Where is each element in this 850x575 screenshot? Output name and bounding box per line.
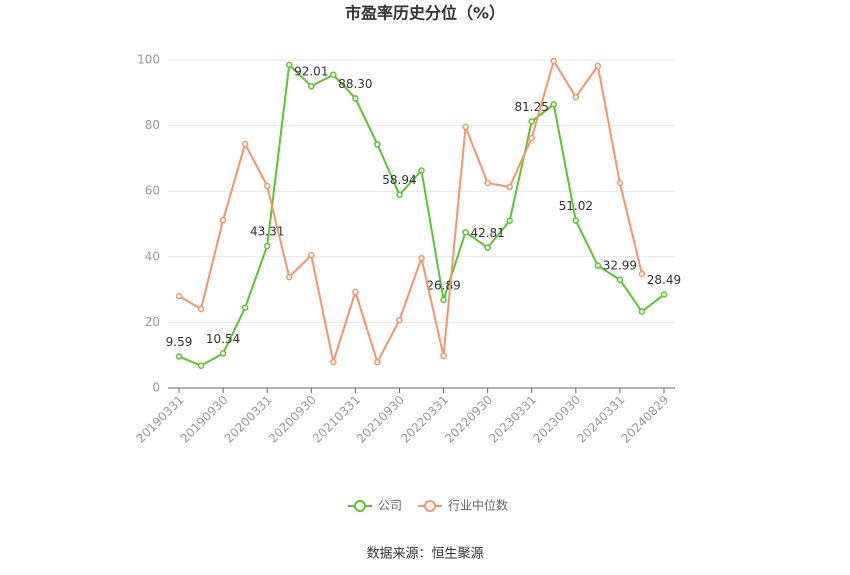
point xyxy=(285,61,293,69)
point xyxy=(638,270,646,278)
point xyxy=(440,352,447,360)
data-label: 51.02 xyxy=(559,199,593,213)
point xyxy=(396,191,403,198)
data-label: 42.81 xyxy=(470,226,504,240)
series-line xyxy=(178,62,665,367)
legend-marker xyxy=(354,500,366,512)
y-tick-label: 0 xyxy=(152,381,160,395)
data-label: 43.31 xyxy=(250,224,284,238)
point xyxy=(506,217,513,224)
data-label: 58.94 xyxy=(382,173,416,187)
point xyxy=(440,296,447,304)
point xyxy=(330,358,337,366)
data-label: 88.30 xyxy=(338,77,372,91)
y-tick-label: 60 xyxy=(145,184,160,198)
point xyxy=(660,291,668,298)
data-label: 81.25 xyxy=(515,100,549,114)
point xyxy=(352,95,359,102)
legend-label: 公司 xyxy=(378,499,402,513)
point xyxy=(197,362,205,369)
point xyxy=(308,82,315,90)
data-label: 92.01 xyxy=(294,65,328,79)
point xyxy=(506,183,513,191)
y-tick-label: 40 xyxy=(145,249,160,263)
point xyxy=(594,62,602,70)
point xyxy=(241,140,249,148)
y-tick-label: 20 xyxy=(145,315,160,329)
data-label: 28.49 xyxy=(647,273,681,287)
point xyxy=(462,123,469,131)
data-label: 26.89 xyxy=(426,278,460,292)
point xyxy=(374,358,381,366)
legend-marker xyxy=(424,500,437,512)
point xyxy=(550,101,558,108)
series-line xyxy=(178,58,643,367)
data-label: 10.54 xyxy=(206,332,240,346)
point xyxy=(572,93,580,101)
point xyxy=(396,316,403,324)
point xyxy=(175,353,183,360)
point xyxy=(219,216,227,224)
point xyxy=(594,262,602,269)
point xyxy=(308,251,315,259)
point xyxy=(616,179,624,187)
point xyxy=(418,254,425,262)
source: 数据来源：恒生聚源 xyxy=(366,547,483,562)
point xyxy=(638,308,646,315)
point xyxy=(572,217,580,224)
point xyxy=(418,167,425,174)
point xyxy=(219,350,227,357)
point xyxy=(616,276,624,284)
x-tick-label: 20240829 xyxy=(618,393,671,446)
point xyxy=(285,273,293,281)
point xyxy=(484,179,491,187)
point xyxy=(374,141,381,148)
y-tick-label: 80 xyxy=(145,118,160,132)
point xyxy=(330,71,337,79)
chart-title: 市盈率历史分位（%） xyxy=(345,4,505,23)
point xyxy=(175,292,183,300)
point xyxy=(352,288,359,296)
point xyxy=(263,182,271,190)
point xyxy=(241,304,249,311)
y-tick-label: 100 xyxy=(137,53,160,67)
point xyxy=(484,244,491,251)
point xyxy=(263,242,271,250)
data-label: 32.99 xyxy=(603,258,637,272)
point xyxy=(550,57,558,65)
legend-label: 行业中位数 xyxy=(448,498,508,513)
point xyxy=(528,118,535,125)
point xyxy=(197,305,205,313)
point xyxy=(462,228,469,236)
data-label: 9.59 xyxy=(166,335,193,349)
point xyxy=(528,134,535,142)
